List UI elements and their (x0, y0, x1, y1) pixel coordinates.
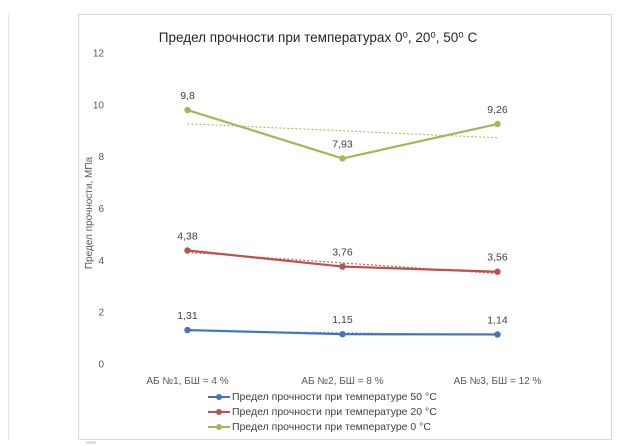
y-tick-label: 4 (98, 256, 104, 267)
legend-label: Предел прочности при температуре 50 °С (232, 391, 437, 403)
data-point-series-2 (184, 106, 191, 114)
data-label: 4,38 (177, 230, 198, 242)
x-category-label: АБ №2, БШ = 8 % (301, 376, 383, 387)
data-label: 3,76 (332, 247, 353, 259)
y-tick-label: 8 (98, 152, 104, 163)
legend-label: Предел прочности при температуре 20 °С (232, 406, 437, 418)
legend-label: Предел прочности при температуре 0 °С (232, 421, 431, 433)
data-point-series-1 (339, 263, 346, 270)
y-tick-label: 2 (98, 308, 104, 319)
data-point-series-1 (494, 268, 501, 275)
y-axis-label: Предел прочности, МПа (84, 156, 95, 269)
data-point-series-0 (494, 331, 501, 338)
y-tick-label: 12 (93, 49, 105, 60)
left-edge-rule (8, 14, 9, 440)
chart-legend: Предел прочности при температуре 50 °С Пр… (208, 390, 437, 435)
legend-entry: Предел прочности при температуре 50 °С (208, 390, 437, 404)
legend-swatch (208, 407, 230, 417)
trendline-series-2 (187, 123, 498, 139)
data-label: 7,93 (332, 138, 353, 150)
data-label: 1,15 (332, 314, 353, 326)
y-tick-label: 0 (98, 360, 104, 371)
legend-swatch (208, 422, 230, 432)
chart-frame (78, 14, 612, 440)
chart-title: Предел прочности при температурах 0⁰, 20… (159, 30, 478, 45)
legend-entry: Предел прочности при температуре 0 °С (208, 420, 437, 434)
data-point-series-2 (339, 155, 346, 162)
data-point-series-2 (494, 120, 501, 128)
legend-swatch (208, 392, 230, 402)
data-label: 1,14 (487, 314, 508, 326)
data-point-series-1 (184, 247, 191, 254)
series-line-2 (187, 108, 498, 160)
data-point-series-0 (339, 330, 346, 338)
data-label: 9,26 (487, 104, 508, 116)
x-category-label: АБ №1, БШ = 4 % (146, 376, 228, 387)
data-point-series-0 (184, 326, 191, 334)
legend-entry: Предел прочности при температуре 20 °С (208, 405, 437, 419)
data-label: 9,8 (180, 90, 195, 102)
page-mark (86, 441, 96, 444)
x-category-label: АБ №3, БШ = 12 % (454, 376, 542, 387)
y-tick-label: 10 (93, 100, 105, 111)
data-label: 3,56 (487, 252, 508, 264)
data-label: 1,31 (177, 310, 198, 322)
y-tick-label: 6 (98, 204, 104, 215)
